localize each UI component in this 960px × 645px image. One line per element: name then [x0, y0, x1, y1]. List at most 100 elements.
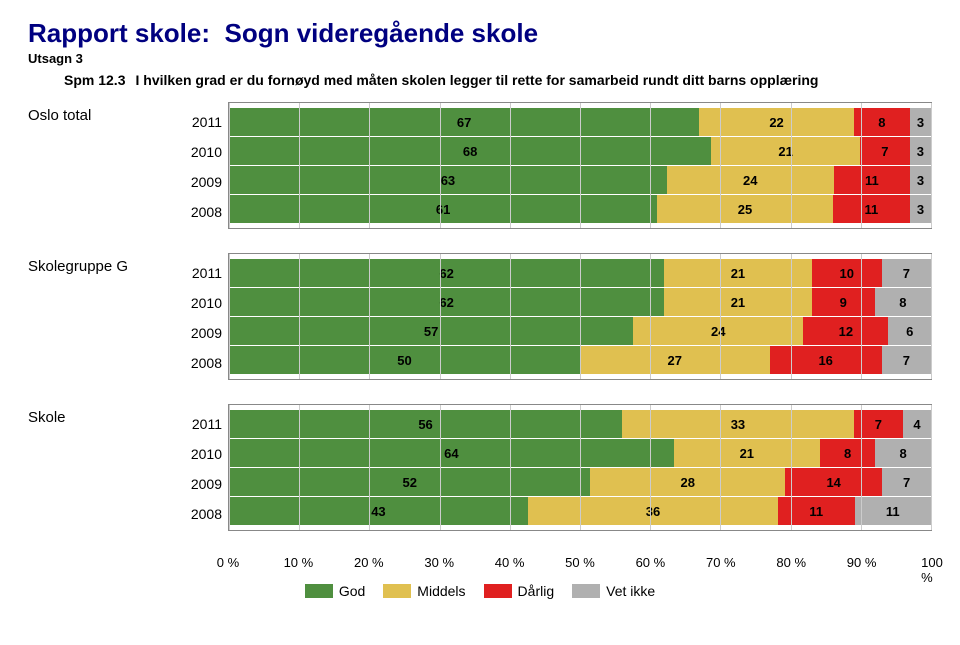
- x-tick-label: 90 %: [847, 555, 877, 570]
- bar-group-box: 563374642188522814743361111: [228, 404, 932, 531]
- bar-segment: 8: [820, 439, 876, 467]
- bar-segment: 50: [229, 346, 580, 374]
- year-label: 2009: [180, 469, 222, 499]
- bar-segment: 4: [903, 410, 931, 438]
- bar-segment: 3: [910, 166, 931, 194]
- year-label: 2008: [180, 499, 222, 529]
- bar-segment: 10: [812, 259, 882, 287]
- bar-row: 672283: [229, 108, 931, 136]
- bar-segment: 11: [834, 166, 910, 194]
- x-tick-label: 20 %: [354, 555, 384, 570]
- question-code: Spm 12.3: [64, 72, 125, 88]
- bar-segment: 64: [229, 439, 674, 467]
- bar-row: 6125113: [229, 195, 931, 223]
- bar-segment: 43: [229, 497, 528, 525]
- x-tick-label: 70 %: [706, 555, 736, 570]
- group-label: Skole: [28, 404, 180, 426]
- bar-segment: 7: [854, 410, 903, 438]
- bar-segment: 12: [803, 317, 888, 345]
- legend: God Middels Dårlig Vet ikke: [28, 583, 932, 599]
- year-label: 2008: [180, 348, 222, 378]
- bar-row: 682173: [229, 137, 931, 165]
- year-label: 2010: [180, 137, 222, 167]
- bar-segment: 7: [882, 259, 931, 287]
- year-label: 2011: [180, 409, 222, 439]
- bar-segment: 67: [229, 108, 699, 136]
- stacked-bar-chart: Oslo total201120102009200867228368217363…: [28, 102, 932, 599]
- chart-group: Skole20112010200920085633746421885228147…: [28, 404, 932, 531]
- bar-segment: 8: [875, 288, 931, 316]
- bar-segment: 7: [860, 137, 910, 165]
- x-tick-label: 100 %: [921, 555, 943, 585]
- chart-group: Skolegruppe G201120102009200862211076221…: [28, 253, 932, 380]
- bar-segment: 25: [657, 195, 833, 223]
- bar-segment: 62: [229, 259, 664, 287]
- bar-segment: 57: [229, 317, 633, 345]
- bar-segment: 7: [882, 346, 931, 374]
- bar-segment: 11: [855, 497, 931, 525]
- bar-segment: 3: [910, 195, 931, 223]
- chart-group: Oslo total201120102009200867228368217363…: [28, 102, 932, 229]
- bar-segment: 61: [229, 195, 657, 223]
- legend-item: God: [305, 583, 365, 599]
- legend-item: Vet ikke: [572, 583, 655, 599]
- bar-segment: 24: [667, 166, 834, 194]
- bar-row: 6324113: [229, 166, 931, 194]
- bar-segment: 7: [882, 468, 931, 496]
- bar-segment: 52: [229, 468, 590, 496]
- bar-segment: 3: [910, 108, 931, 136]
- bar-segment: 8: [854, 108, 910, 136]
- bar-segment: 36: [528, 497, 778, 525]
- report-title: Rapport skole: Sogn videregående skole: [28, 18, 932, 49]
- report-subtitle: Utsagn 3: [28, 51, 932, 66]
- x-tick-label: 50 %: [565, 555, 595, 570]
- bar-segment: 56: [229, 410, 622, 438]
- bar-segment: 28: [590, 468, 785, 496]
- question-text: I hvilken grad er du fornøyd med måten s…: [135, 72, 818, 88]
- bar-segment: 14: [785, 468, 882, 496]
- bar-segment: 27: [580, 346, 770, 374]
- report-prefix: Rapport skole:: [28, 18, 210, 48]
- legend-swatch: [572, 584, 600, 598]
- bar-segment: 63: [229, 166, 667, 194]
- x-tick-label: 30 %: [424, 555, 454, 570]
- year-label: 2010: [180, 288, 222, 318]
- legend-label: God: [339, 583, 365, 599]
- bar-segment: 21: [664, 288, 811, 316]
- bar-segment: 33: [622, 410, 854, 438]
- bar-group-box: 622110762219857241265027167: [228, 253, 932, 380]
- bar-segment: 68: [229, 137, 711, 165]
- x-tick-label: 0 %: [217, 555, 239, 570]
- legend-swatch: [383, 584, 411, 598]
- bar-row: 6221107: [229, 259, 931, 287]
- bar-row: 5228147: [229, 468, 931, 496]
- bar-row: 563374: [229, 410, 931, 438]
- bar-row: 5027167: [229, 346, 931, 374]
- group-label: Skolegruppe G: [28, 253, 180, 275]
- legend-swatch: [305, 584, 333, 598]
- bar-segment: 3: [910, 137, 931, 165]
- bar-segment: 21: [711, 137, 860, 165]
- legend-label: Middels: [417, 583, 465, 599]
- bar-segment: 21: [674, 439, 820, 467]
- year-label: 2011: [180, 107, 222, 137]
- bar-row: 622198: [229, 288, 931, 316]
- bar-segment: 16: [770, 346, 882, 374]
- bar-group-box: 67228368217363241136125113: [228, 102, 932, 229]
- x-tick-label: 60 %: [636, 555, 666, 570]
- x-axis: 0 %10 %20 %30 %40 %50 %60 %70 %80 %90 %1…: [28, 555, 932, 573]
- bar-segment: 21: [664, 259, 811, 287]
- legend-label: Vet ikke: [606, 583, 655, 599]
- bar-segment: 62: [229, 288, 664, 316]
- x-tick-label: 40 %: [495, 555, 525, 570]
- year-label: 2009: [180, 318, 222, 348]
- bar-segment: 8: [875, 439, 931, 467]
- bar-segment: 24: [633, 317, 803, 345]
- question-row: Spm 12.3 I hvilken grad er du fornøyd me…: [64, 72, 932, 88]
- x-tick-label: 80 %: [776, 555, 806, 570]
- bar-row: 5724126: [229, 317, 931, 345]
- legend-item: Dårlig: [484, 583, 555, 599]
- bar-segment: 11: [833, 195, 910, 223]
- bar-row: 642188: [229, 439, 931, 467]
- year-label: 2009: [180, 167, 222, 197]
